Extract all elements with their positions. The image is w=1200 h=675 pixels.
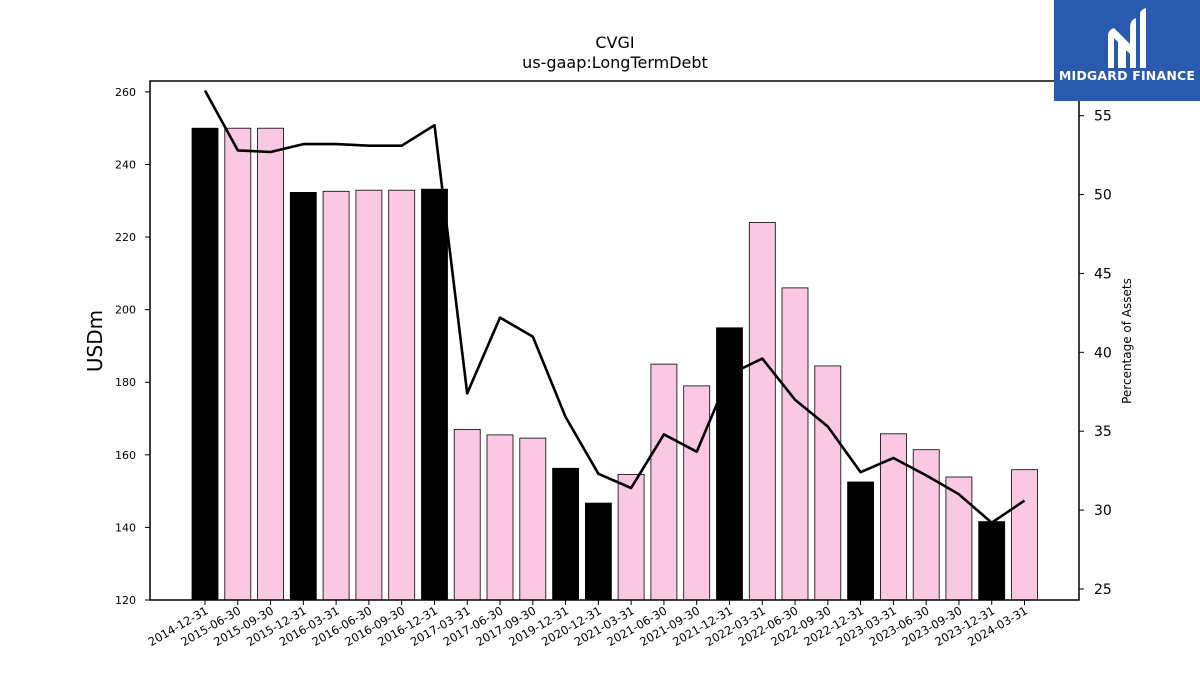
bar-2023-12-31 <box>978 521 1006 601</box>
y-tick-label: 200 <box>115 304 136 317</box>
percentage-line <box>203 89 1026 525</box>
y-tick-label: 220 <box>115 231 136 244</box>
y2-tick-label: 55 <box>1094 109 1112 125</box>
bars-layer <box>191 127 1038 601</box>
y-tick-label: 160 <box>115 449 136 462</box>
y-axis-label: USDm <box>83 310 107 372</box>
y2-tick-label: 30 <box>1094 503 1112 519</box>
plot-frame <box>149 80 1080 601</box>
bar-2019-12-31 <box>552 467 579 601</box>
logo-text: MIDGARD FINANCE <box>1058 68 1196 83</box>
y2-axis-label: Percentage of Assets <box>1120 278 1134 404</box>
bar-2015-06-30 <box>224 127 252 601</box>
bar-2017-09-30 <box>519 437 547 601</box>
logo-mark-icon <box>1108 8 1146 68</box>
y2-tick-label: 45 <box>1094 266 1112 282</box>
bar-2022-06-30 <box>781 287 809 601</box>
bar-2015-12-31 <box>289 191 317 601</box>
chart-subtitle: us-gaap:LongTermDebt <box>522 53 708 72</box>
bar-2016-09-30 <box>388 189 416 601</box>
y2-tick-label: 35 <box>1094 424 1112 440</box>
chart-title: CVGI <box>595 33 634 52</box>
bar-2015-09-30 <box>257 127 285 601</box>
bar-2023-06-30 <box>912 449 940 601</box>
bar-2022-12-31 <box>847 481 874 601</box>
bar-2017-06-30 <box>486 434 514 601</box>
line-layer <box>203 89 1026 525</box>
bar-2016-06-30 <box>355 189 383 601</box>
bar-2016-12-31 <box>421 188 448 601</box>
logo: MIDGARD FINANCE <box>1054 0 1200 101</box>
bar-2021-06-30 <box>650 363 678 601</box>
bar-2024-03-31 <box>1011 469 1038 601</box>
bar-2014-12-31 <box>191 127 219 601</box>
bar-2021-09-30 <box>683 385 711 601</box>
y2-tick-label: 25 <box>1094 582 1112 598</box>
y2-tick-label: 50 <box>1094 188 1112 204</box>
bar-2022-09-30 <box>814 365 842 601</box>
y-tick-label: 260 <box>115 86 136 99</box>
bar-2022-03-31 <box>748 222 776 601</box>
y-tick-label: 140 <box>115 521 136 534</box>
bar-2020-12-31 <box>585 502 612 601</box>
y-tick-label: 180 <box>115 376 136 389</box>
y2-tick-label: 40 <box>1094 345 1112 361</box>
bar-2017-03-31 <box>453 428 481 601</box>
y-tick-label: 120 <box>115 594 136 607</box>
bar-2021-03-31 <box>617 473 645 601</box>
bar-2023-09-30 <box>945 476 973 601</box>
y-tick-label: 240 <box>115 158 136 171</box>
bar-2016-03-31 <box>322 190 350 601</box>
